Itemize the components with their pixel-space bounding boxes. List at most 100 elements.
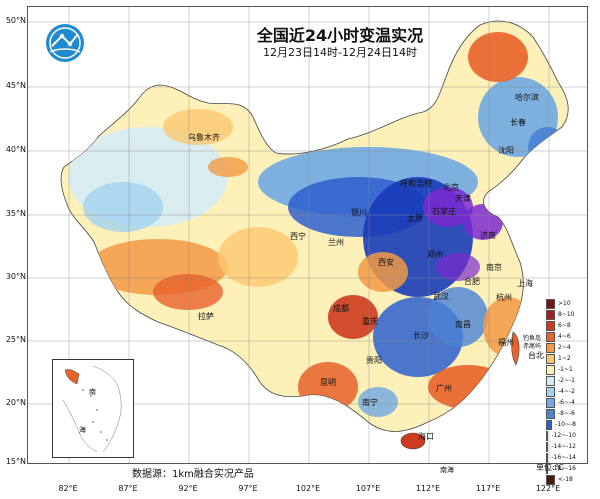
city-label: 重庆 xyxy=(362,317,378,326)
city-label: 南昌 xyxy=(455,320,471,329)
legend-item: -6~-4 xyxy=(546,397,576,408)
legend-item: -16~-14 xyxy=(546,452,576,463)
cma-logo xyxy=(44,22,86,64)
lat-label-30: 30°N xyxy=(5,272,26,281)
legend-swatch xyxy=(546,342,555,353)
lon-label-117: 117°E xyxy=(475,484,501,493)
lat-label-35: 35°N xyxy=(5,209,26,218)
legend-swatch xyxy=(546,331,555,342)
legend-label: -8~-6 xyxy=(558,410,575,417)
city-label: 贵阳 xyxy=(366,356,382,365)
city-label: 银川 xyxy=(351,208,367,217)
legend-swatch xyxy=(546,298,555,309)
legend-item: -1~1 xyxy=(546,364,576,375)
city-label: 广州 xyxy=(436,384,452,393)
legend-label: -6~-4 xyxy=(558,399,575,406)
city-label: 天津 xyxy=(455,194,471,203)
city-label: 海口 xyxy=(418,432,434,441)
legend-swatch xyxy=(546,375,555,386)
lat-label-15: 15°N xyxy=(5,457,26,466)
legend-item: 4~6 xyxy=(546,331,576,342)
city-label: 福州 xyxy=(498,338,514,347)
city-label: 武汉 xyxy=(433,292,449,301)
city-label: 乌鲁木齐 xyxy=(188,133,220,142)
inset-label-nan: 南 xyxy=(89,387,96,396)
legend-item: -8~-6 xyxy=(546,408,576,419)
legend-item: >10 xyxy=(546,298,576,309)
hainan-shape xyxy=(400,432,426,450)
lon-label-112: 112°E xyxy=(415,484,441,493)
china-temperature-field xyxy=(60,20,569,432)
city-label: 南京 xyxy=(486,263,502,272)
city-label: 哈尔滨 xyxy=(515,93,539,102)
city-label: 上海 xyxy=(517,279,533,288)
legend-item: 2~4 xyxy=(546,342,576,353)
lon-label-122: 122°E xyxy=(535,484,561,493)
legend-swatch xyxy=(546,452,549,463)
temperature-legend: >10 8~10 6~8 4~6 2~4 1~2 -1~1 -2~-1 -4~-2 -6~-4 -8… xyxy=(546,298,576,485)
taiwan-shape xyxy=(511,331,520,366)
city-label: 西宁 xyxy=(290,232,306,241)
lat-label-25: 25°N xyxy=(5,335,26,344)
map-title: 全国近24小时变温实况 xyxy=(256,26,424,45)
legend-label: 2~4 xyxy=(558,344,571,351)
data-source-note: 数据源：1km融合实况产品 xyxy=(132,469,254,480)
lon-label-97: 97°E xyxy=(238,484,258,493)
lon-label-92: 92°E xyxy=(178,484,198,493)
legend-label: -12~-10 xyxy=(551,432,576,439)
legend-label: -1~1 xyxy=(558,366,573,373)
legend-swatch xyxy=(546,386,555,397)
legend-label: <-18 xyxy=(558,476,573,483)
legend-swatch xyxy=(546,397,555,408)
map-subtitle: 12月23日14时-12月24日14时 xyxy=(263,46,417,59)
legend-label: -14~-12 xyxy=(551,443,576,450)
legend-label: 6~8 xyxy=(558,322,571,329)
legend-item: -14~-12 xyxy=(546,441,576,452)
legend-label: -10~-8 xyxy=(555,421,576,428)
lon-label-102: 102°E xyxy=(295,484,321,493)
legend-item: -2~-1 xyxy=(546,375,576,386)
temperature-change-map xyxy=(28,7,587,463)
legend-label: 1~2 xyxy=(558,355,571,362)
legend-item: 1~2 xyxy=(546,353,576,364)
city-label: 西安 xyxy=(378,258,394,267)
city-label: 赤尾屿 xyxy=(523,343,542,350)
city-label: 南海 xyxy=(440,466,454,474)
legend-label: >10 xyxy=(558,300,571,307)
city-label: 杭州 xyxy=(496,293,512,302)
legend-label: -18~-16 xyxy=(551,465,576,472)
legend-swatch xyxy=(546,419,553,430)
map-frame xyxy=(27,6,588,464)
city-label: 石家庄 xyxy=(432,207,456,216)
city-label: 太原 xyxy=(407,214,423,223)
legend-item: -4~-2 xyxy=(546,386,576,397)
city-label: 长沙 xyxy=(413,331,429,340)
city-label: 台北 xyxy=(528,351,544,360)
city-label: 郑州 xyxy=(427,250,443,259)
legend-swatch xyxy=(546,309,555,320)
city-label: 济南 xyxy=(480,231,496,240)
city-label: 沈阳 xyxy=(498,146,514,155)
city-label: 南宁 xyxy=(362,398,378,407)
lon-label-87: 87°E xyxy=(118,484,138,493)
legend-label: -2~-1 xyxy=(558,377,575,384)
legend-item: 8~10 xyxy=(546,309,576,320)
legend-swatch xyxy=(546,408,555,419)
legend-item: -10~-8 xyxy=(546,419,576,430)
city-label: 成都 xyxy=(333,304,349,313)
legend-item: -18~-16 xyxy=(546,463,576,474)
city-label: 拉萨 xyxy=(198,312,214,321)
legend-swatch xyxy=(546,474,555,485)
legend-item: <-18 xyxy=(546,474,576,485)
city-label: 呼和浩特 xyxy=(400,179,432,188)
legend-item: -12~-10 xyxy=(546,430,576,441)
city-label: 长春 xyxy=(510,118,526,127)
legend-swatch xyxy=(546,320,555,331)
lat-label-40: 40°N xyxy=(5,145,26,154)
city-label: 昆明 xyxy=(320,378,336,387)
legend-label: 8~10 xyxy=(558,311,575,318)
legend-swatch xyxy=(546,441,549,452)
legend-swatch xyxy=(546,430,549,441)
city-label: 合肥 xyxy=(464,277,480,286)
legend-label: 4~6 xyxy=(558,333,571,340)
